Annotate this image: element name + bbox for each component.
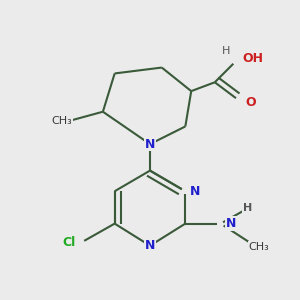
Text: N: N	[226, 217, 236, 230]
Text: H: H	[222, 46, 231, 56]
Text: H: H	[242, 203, 252, 213]
Text: CH₃: CH₃	[51, 116, 72, 126]
Text: —: —	[55, 114, 68, 127]
Text: N: N	[190, 185, 200, 198]
Text: CH₃: CH₃	[249, 242, 269, 252]
Text: O: O	[246, 96, 256, 110]
Text: Cl: Cl	[62, 236, 76, 249]
Text: —: —	[250, 236, 262, 249]
Text: OH: OH	[243, 52, 264, 65]
Text: N: N	[145, 239, 155, 252]
Text: N: N	[145, 138, 155, 151]
